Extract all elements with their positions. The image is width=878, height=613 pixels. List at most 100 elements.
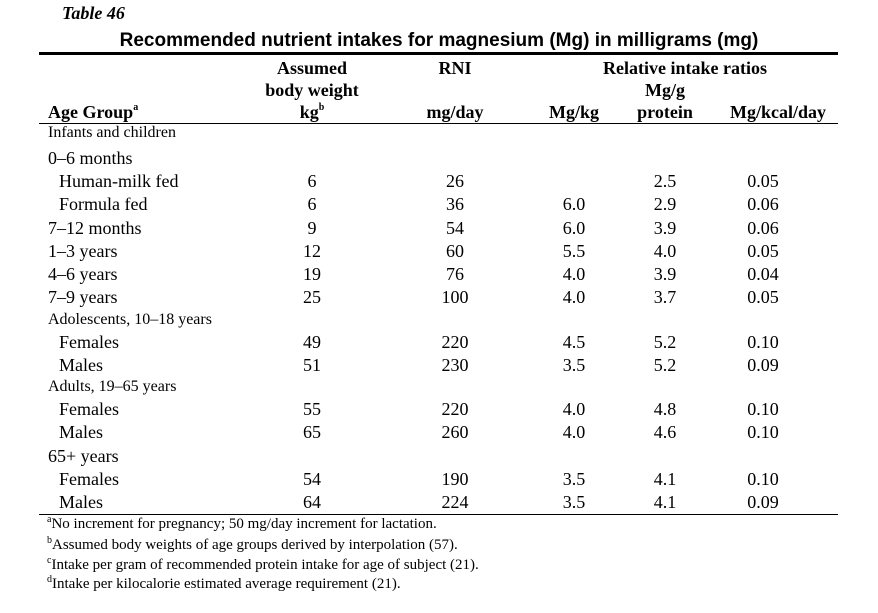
row-label: Males <box>59 422 103 442</box>
bottom-rule <box>39 514 838 515</box>
header-body-weight: Assumed body weight kgb <box>262 57 362 123</box>
cell-mg-kg: 3.5 <box>562 492 586 512</box>
row-label: Males <box>59 355 103 375</box>
table-row: Human-milk fed 6 26 2.5 0.05 <box>0 171 878 194</box>
table-row: 7–9 years 25 100 4.0 3.7 0.05 <box>0 287 878 310</box>
table-number-label: Table 46 <box>62 3 125 23</box>
header-age-group-text: Age Group <box>48 102 134 122</box>
header-rule <box>39 123 838 124</box>
cell-rni: 36 <box>446 194 464 214</box>
cell-body-weight: 49 <box>303 332 321 352</box>
table-row: Infants and children <box>0 124 878 147</box>
cell-mg-kcal-day: 0.10 <box>747 469 779 489</box>
cell-mg-kcal-day: 0.09 <box>747 355 779 375</box>
footnote-mark: d <box>47 574 52 585</box>
cell-body-weight: 6 <box>307 194 317 214</box>
cell-mg-g-protein: 4.1 <box>653 492 677 512</box>
footnote-text: No increment for pregnancy; 50 mg/day in… <box>51 516 437 532</box>
row-label: Females <box>59 399 119 419</box>
cell-rni: 76 <box>446 264 464 284</box>
cell-mg-kcal-day: 0.10 <box>747 422 779 442</box>
footnote-mark: c <box>47 555 52 566</box>
cell-mg-kcal-day: 0.05 <box>747 287 779 307</box>
cell-rni: 220 <box>441 399 469 419</box>
row-label: Males <box>59 492 103 512</box>
cell-body-weight: 55 <box>303 399 321 419</box>
table-row: 0–6 months <box>0 148 878 171</box>
table-row: Males 51 230 3.5 5.2 0.09 <box>0 355 878 378</box>
cell-rni: 230 <box>441 355 469 375</box>
cell-rni: 100 <box>441 287 469 307</box>
cell-mg-g-protein: 2.5 <box>653 171 677 191</box>
cell-mg-kg: 3.5 <box>562 469 586 489</box>
table-row: 7–12 months 9 54 6.0 3.9 0.06 <box>0 218 878 241</box>
cell-mg-kcal-day: 0.09 <box>747 492 779 512</box>
row-label: Females <box>59 469 119 489</box>
table-row: 65+ years <box>0 446 878 469</box>
footnote-ref-a: a <box>133 102 139 113</box>
cell-mg-g-protein: 3.9 <box>653 264 677 284</box>
cell-body-weight: 64 <box>303 492 321 512</box>
footnote-mark: a <box>47 514 52 525</box>
row-label: 1–3 years <box>48 241 118 261</box>
cell-body-weight: 25 <box>303 287 321 307</box>
cell-mg-kg: 6.0 <box>562 218 586 238</box>
cell-body-weight: 6 <box>307 171 317 191</box>
cell-mg-g-protein: 4.1 <box>653 469 677 489</box>
cell-mg-kcal-day: 0.06 <box>747 194 779 214</box>
footnote-text: Intake per kilocalorie estimated average… <box>52 576 401 592</box>
cell-mg-kg: 6.0 <box>562 194 586 214</box>
cell-mg-kcal-day: 0.05 <box>747 241 779 261</box>
cell-rni: 220 <box>441 332 469 352</box>
cell-mg-kg: 3.5 <box>562 355 586 375</box>
cell-mg-kg: 5.5 <box>562 241 586 261</box>
table-title: Recommended nutrient intakes for magnesi… <box>119 30 759 51</box>
row-label: 65+ years <box>48 446 119 466</box>
cell-mg-g-protein: 5.2 <box>653 355 677 375</box>
cell-body-weight: 9 <box>307 218 317 238</box>
header-mg-g-line2: protein <box>637 102 693 122</box>
cell-rni: 54 <box>446 218 464 238</box>
cell-mg-kcal-day: 0.10 <box>747 399 779 419</box>
cell-mg-g-protein: 3.7 <box>653 287 677 307</box>
header-rni: RNI <box>438 58 472 78</box>
header-mg-kg: Mg/kg <box>548 102 599 122</box>
row-label: Formula fed <box>59 194 148 214</box>
cell-mg-kg: 4.5 <box>562 332 586 352</box>
cell-mg-kg: 4.0 <box>562 422 586 442</box>
footnote-d: dIntake per kilocalorie estimated averag… <box>47 574 401 593</box>
cell-mg-kcal-day: 0.04 <box>747 264 779 284</box>
footnote-ref-b: b <box>318 102 325 113</box>
cell-mg-g-protein: 5.2 <box>653 332 677 352</box>
table-row: Adolescents, 10–18 years <box>0 311 878 334</box>
cell-rni: 190 <box>441 469 469 489</box>
top-rule <box>39 52 838 55</box>
table-row: Males 64 224 3.5 4.1 0.09 <box>0 492 878 515</box>
header-mg-kcal: Mg/kcal/day <box>729 102 826 122</box>
row-label: 7–9 years <box>48 287 118 307</box>
table-row: 4–6 years 19 76 4.0 3.9 0.04 <box>0 264 878 287</box>
header-body-weight-line2: body weight <box>265 80 359 100</box>
cell-body-weight: 19 <box>303 264 321 284</box>
table-row: Females 54 190 3.5 4.1 0.10 <box>0 469 878 492</box>
table-row: Females 49 220 4.5 5.2 0.10 <box>0 332 878 355</box>
cell-mg-kg: 4.0 <box>562 264 586 284</box>
row-label: 0–6 months <box>48 148 133 168</box>
row-label: Human-milk fed <box>59 171 179 191</box>
row-label: Infants and children <box>48 124 176 141</box>
cell-mg-g-protein: 3.9 <box>653 218 677 238</box>
cell-body-weight: 51 <box>303 355 321 375</box>
cell-mg-kcal-day: 0.10 <box>747 332 779 352</box>
cell-body-weight: 12 <box>303 241 321 261</box>
footnote-b: bAssumed body weights of age groups deri… <box>47 535 458 554</box>
row-label: Adolescents, 10–18 years <box>48 311 212 328</box>
header-mg-g-line1: Mg/g <box>645 80 685 100</box>
footnote-mark: b <box>47 535 52 546</box>
table-row: Males 65 260 4.0 4.6 0.10 <box>0 422 878 445</box>
cell-mg-g-protein: 4.0 <box>653 241 677 261</box>
table-row: Formula fed 6 36 6.0 2.9 0.06 <box>0 194 878 217</box>
cell-rni: 224 <box>441 492 469 512</box>
cell-body-weight: 54 <box>303 469 321 489</box>
row-label: Adults, 19–65 years <box>48 378 177 395</box>
cell-mg-kcal-day: 0.06 <box>747 218 779 238</box>
